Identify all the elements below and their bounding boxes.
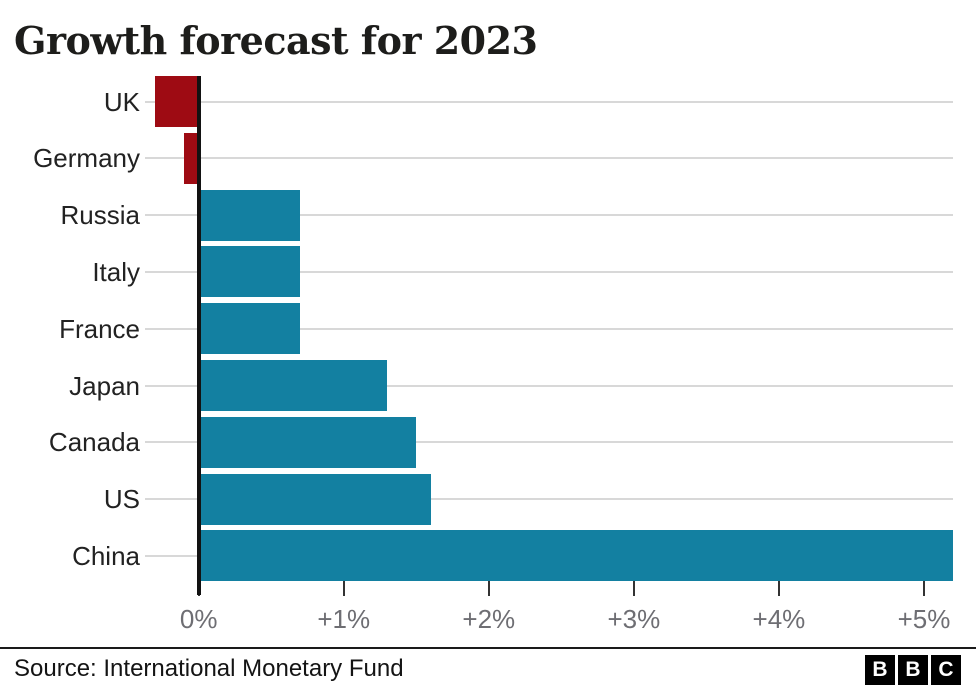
bar-italy [198, 246, 301, 298]
x-axis-tick-label: +4% [752, 604, 806, 635]
bar-china [198, 530, 953, 582]
bar-us [198, 473, 431, 525]
gridline [145, 441, 953, 444]
zero-axis-line [196, 76, 201, 596]
bar-russia [198, 189, 301, 241]
x-axis-tick [777, 581, 780, 597]
gridline [145, 100, 953, 103]
bar-france [198, 303, 301, 355]
gridline [145, 157, 953, 160]
bar-chart-plot-area: UK Germany Russia Italy France Japan Canada US C… [33, 76, 953, 635]
x-axis-tick [922, 581, 925, 597]
bbc-logo-letter: B [898, 655, 928, 685]
gridline [145, 498, 953, 501]
gridline [145, 327, 953, 330]
category-label-russia: Russia [60, 200, 140, 231]
bar-japan [198, 360, 388, 411]
x-axis-tick-label: +1% [317, 604, 371, 635]
category-label-us: US [103, 484, 140, 515]
bbc-logo: B B C [865, 655, 961, 685]
category-label-china: China [72, 540, 140, 571]
x-axis-tick [632, 581, 635, 597]
gridline [145, 384, 953, 387]
x-axis-tick-label: 0% [179, 604, 218, 635]
source-caption: Source: International Monetary Fund [14, 655, 404, 682]
bar-uk [155, 76, 199, 127]
category-label-canada: Canada [48, 427, 140, 458]
x-axis-tick-label: +3% [607, 604, 661, 635]
gridline [145, 270, 953, 273]
category-label-uk: UK [103, 86, 140, 117]
bbc-logo-letter: B [865, 655, 895, 685]
gridline [145, 214, 953, 217]
bbc-logo-letter: C [931, 655, 961, 685]
bar-germany [184, 132, 199, 184]
footer-divider [0, 647, 976, 649]
category-label-japan: Japan [69, 370, 140, 401]
bar-canada [198, 416, 417, 468]
x-axis-tick-label: +2% [462, 604, 516, 635]
x-axis-tick [342, 581, 345, 597]
x-axis-tick [487, 581, 490, 597]
category-label-france: France [59, 313, 140, 344]
x-axis-tick-label: +5% [897, 604, 951, 635]
category-label-italy: Italy [92, 256, 140, 287]
chart-title: Growth forecast for 2023 [14, 18, 538, 63]
category-label-germany: Germany [33, 143, 140, 174]
